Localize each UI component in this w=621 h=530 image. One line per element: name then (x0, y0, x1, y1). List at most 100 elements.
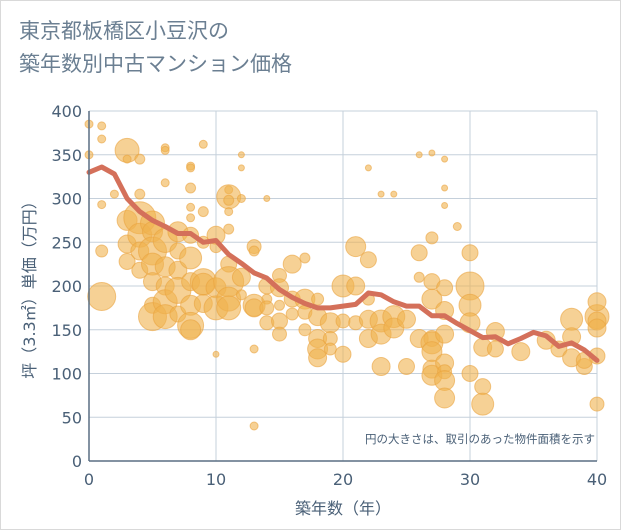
x-axis-label: 築年数（年） (295, 499, 391, 518)
bubble (441, 202, 449, 209)
bubble (235, 289, 247, 301)
bubble (248, 245, 260, 257)
x-tick-label: 40 (587, 470, 607, 489)
bubble (298, 323, 312, 337)
bubble (441, 155, 449, 163)
bubble (97, 134, 107, 144)
y-tick-label: 0 (72, 452, 82, 471)
bubble (274, 299, 285, 311)
bubble (425, 231, 439, 245)
bubble (223, 194, 235, 206)
y-tick-label: 50 (62, 408, 82, 427)
bubble (259, 300, 275, 316)
y-tick-label: 150 (51, 321, 82, 340)
bubble (95, 244, 109, 258)
bubble (216, 295, 242, 321)
y-tick-label: 200 (51, 277, 82, 296)
bubble (122, 154, 132, 164)
bubble (186, 213, 196, 223)
bubble (299, 252, 311, 264)
bubble (308, 348, 328, 368)
bubble (272, 326, 287, 342)
y-tick-label: 100 (51, 365, 82, 384)
x-tick-label: 10 (206, 470, 226, 489)
bubble (435, 324, 455, 344)
bubble (249, 421, 259, 431)
x-tick-label: 0 (84, 470, 94, 489)
bubble (415, 151, 423, 159)
bubble (285, 307, 299, 321)
chart-title: 東京都板橋区小豆沢の 築年数別中古マンション価格 (19, 15, 292, 81)
bubble (249, 344, 259, 354)
bubble (179, 246, 203, 270)
bubble (436, 279, 454, 297)
bubble (364, 164, 372, 172)
bubble (335, 313, 351, 329)
bubble (323, 342, 337, 356)
bubble (428, 149, 436, 157)
bubble (237, 164, 245, 172)
bubble (186, 163, 196, 173)
x-tick-label: 30 (460, 470, 480, 489)
y-tick-label: 400 (51, 102, 82, 121)
bubble (87, 282, 117, 311)
y-tick-label: 300 (51, 190, 82, 209)
bubble (398, 358, 415, 375)
bubble (282, 254, 302, 274)
bubble (212, 350, 220, 358)
bubble (97, 200, 107, 210)
bubble (562, 327, 582, 347)
chart-title-line-2: 築年数別中古マンション価格 (19, 52, 292, 76)
bubble (471, 392, 495, 416)
bubble (231, 267, 251, 287)
bubble (198, 139, 208, 149)
y-tick-label: 350 (51, 146, 82, 165)
bubble (413, 271, 425, 283)
bubble (334, 345, 352, 363)
x-tick-label: 20 (333, 470, 353, 489)
bubble (371, 357, 391, 376)
bubble (185, 182, 197, 194)
bubble (237, 151, 245, 159)
bubble (345, 236, 367, 258)
bubble (486, 340, 504, 358)
bubble (134, 188, 146, 200)
bubble (180, 319, 202, 341)
bubble (377, 190, 385, 198)
bubble (223, 223, 235, 235)
bubble (197, 206, 209, 218)
y-axis-label: 坪（3.3㎡）単価（万円） (20, 193, 39, 378)
bubble (346, 276, 366, 296)
bubble (434, 387, 456, 409)
trend-line (86, 164, 600, 363)
bubble (461, 244, 479, 262)
bubble (511, 342, 531, 362)
chart-title-line-1: 東京都板橋区小豆沢の (19, 19, 229, 43)
axes (88, 111, 597, 462)
bubble-series (84, 119, 610, 431)
y-tick-label: 250 (51, 233, 82, 252)
bubble (461, 365, 479, 382)
bubble (474, 378, 492, 396)
bubble (224, 207, 234, 217)
bubble (160, 178, 170, 188)
bubble (236, 194, 246, 203)
bubble (263, 195, 271, 202)
bubble (359, 251, 377, 269)
bubble (390, 190, 398, 198)
bubble (421, 288, 443, 310)
bubble (560, 307, 584, 331)
bubble (589, 396, 605, 412)
bubble (587, 292, 607, 312)
bubble (134, 153, 146, 165)
bubble (587, 318, 607, 338)
bubble (97, 121, 107, 131)
tick-labels: 0 50 100 150 200 250 300 350 400 0 10 20 30 40 (51, 102, 607, 489)
bubble (452, 222, 462, 231)
bubble (118, 253, 136, 270)
bubble (186, 202, 196, 212)
bubble (109, 189, 119, 199)
bubble (160, 145, 170, 155)
